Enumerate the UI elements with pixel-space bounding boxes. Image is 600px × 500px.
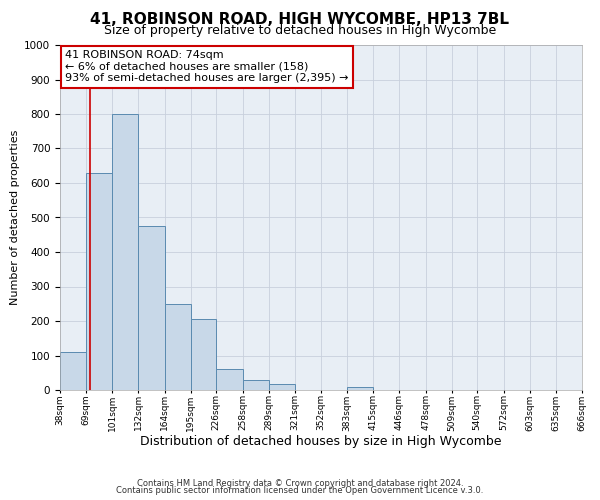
- Bar: [269, 384, 295, 390]
- Text: 41 ROBINSON ROAD: 74sqm
← 6% of detached houses are smaller (158)
93% of semi-de: 41 ROBINSON ROAD: 74sqm ← 6% of detached…: [65, 50, 349, 84]
- Bar: [216, 368, 243, 390]
- Text: Size of property relative to detached houses in High Wycombe: Size of property relative to detached ho…: [104, 24, 496, 37]
- X-axis label: Distribution of detached houses by size in High Wycombe: Distribution of detached houses by size …: [140, 434, 502, 448]
- Bar: [243, 380, 269, 390]
- Bar: [86, 172, 112, 390]
- Y-axis label: Number of detached properties: Number of detached properties: [10, 130, 20, 305]
- Bar: [112, 114, 138, 390]
- Text: Contains HM Land Registry data © Crown copyright and database right 2024.: Contains HM Land Registry data © Crown c…: [137, 478, 463, 488]
- Text: Contains public sector information licensed under the Open Government Licence v.: Contains public sector information licen…: [116, 486, 484, 495]
- Bar: [347, 386, 373, 390]
- Bar: [138, 226, 165, 390]
- Bar: [60, 352, 86, 390]
- Bar: [191, 320, 216, 390]
- Bar: [165, 304, 191, 390]
- Text: 41, ROBINSON ROAD, HIGH WYCOMBE, HP13 7BL: 41, ROBINSON ROAD, HIGH WYCOMBE, HP13 7B…: [91, 12, 509, 28]
